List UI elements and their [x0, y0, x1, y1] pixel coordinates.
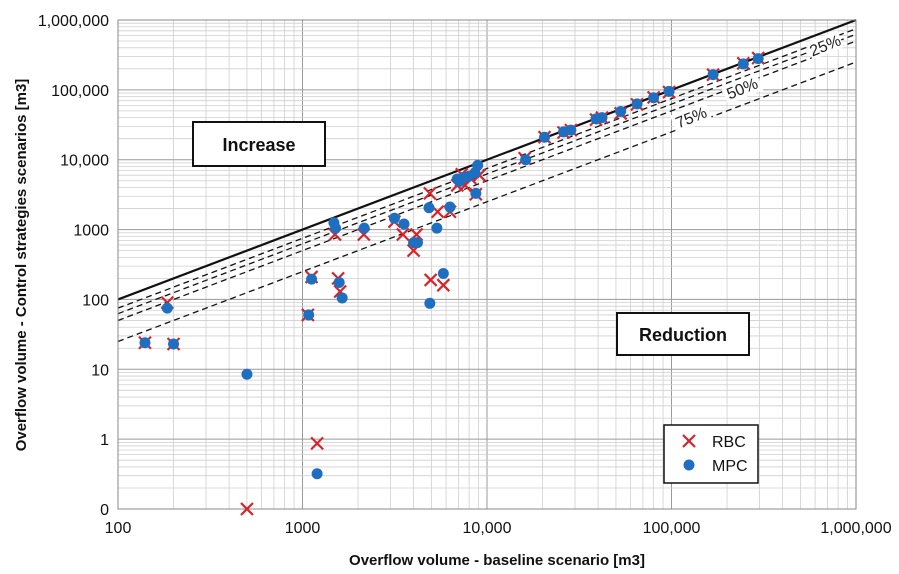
- x-tick-label: 10,000: [463, 520, 512, 537]
- y-tick-label: 10: [91, 362, 109, 379]
- point-mpc: [565, 124, 577, 136]
- y-tick-label: 1000: [73, 223, 109, 240]
- point-mpc: [707, 69, 719, 81]
- point-mpc: [330, 222, 342, 234]
- pct-25-bg: [805, 30, 845, 60]
- data-points: [138, 51, 765, 516]
- point-mpc: [306, 273, 318, 285]
- pct-50-label: 50%: [725, 76, 761, 104]
- plot-frame: [117, 19, 857, 510]
- reduction-label: Reduction: [639, 325, 727, 345]
- point-mpc: [168, 338, 180, 350]
- point-mpc: [161, 302, 173, 314]
- point-mpc: [333, 276, 345, 288]
- increase-box: [192, 121, 326, 167]
- increase-annotation: Increase: [192, 121, 326, 167]
- increase-label: Increase: [222, 135, 295, 155]
- legend-mpc-marker: [683, 459, 695, 471]
- point-rbc: [423, 273, 438, 287]
- reduction-ref-line: [117, 33, 857, 315]
- point-mpc: [424, 297, 436, 309]
- point-mpc: [470, 187, 482, 199]
- y-tick-label: 0: [100, 502, 109, 519]
- identity-line: [117, 18, 857, 301]
- pct-75-bg: [670, 101, 713, 134]
- y-axis-title: Overflow volume - Control strategies sce…: [13, 79, 30, 452]
- point-mpc: [596, 112, 608, 124]
- pct-50-bg: [721, 72, 764, 105]
- reduction-annotation: Reduction: [616, 312, 750, 356]
- point-rbc: [240, 502, 254, 516]
- point-mpc: [663, 85, 675, 97]
- x-tick-label: 1,000,000: [820, 520, 891, 537]
- legend-rbc-marker: [682, 434, 696, 448]
- point-mpc: [437, 268, 449, 280]
- x-tick-label: 100,000: [643, 520, 701, 537]
- point-mpc: [472, 159, 484, 171]
- point-mpc: [520, 154, 532, 166]
- legend-rbc-label: RBC: [712, 434, 746, 451]
- legend: RBC MPC: [663, 424, 759, 484]
- reduction-ref-line: [117, 61, 857, 343]
- point-rbc: [396, 227, 410, 242]
- point-mpc: [336, 292, 348, 304]
- point-mpc: [411, 237, 423, 249]
- y-tick-label: 1: [100, 432, 109, 449]
- point-mpc: [398, 218, 410, 230]
- point-mpc: [444, 201, 456, 213]
- point-rbc: [423, 186, 437, 201]
- series-mpc: [139, 53, 764, 480]
- point-mpc: [539, 131, 551, 143]
- reference-lines: [117, 18, 857, 343]
- point-mpc: [615, 105, 627, 117]
- pct-75: 75%: [670, 101, 713, 134]
- y-tick-label: 10,000: [60, 153, 109, 170]
- legend-mpc-label: MPC: [712, 458, 748, 475]
- pct-75-label: 75%: [674, 105, 710, 133]
- point-mpc: [631, 98, 643, 110]
- point-mpc: [737, 58, 749, 70]
- tick-labels: 100 1000 10,000 100,000 1,000,000 0 1 10 100 1000…: [38, 13, 892, 537]
- point-mpc: [423, 202, 435, 214]
- point-mpc: [303, 309, 315, 321]
- y-tick-label: 100: [82, 292, 109, 309]
- legend-box: [663, 424, 759, 484]
- point-rbc: [310, 436, 324, 451]
- point-mpc: [648, 92, 660, 104]
- reduction-ref-line: [117, 28, 857, 309]
- x-tick-label: 100: [105, 520, 132, 537]
- reduction-ref-line: [117, 40, 857, 322]
- reduction-box: [616, 312, 750, 356]
- point-mpc: [358, 222, 370, 234]
- point-rbc: [436, 278, 451, 292]
- x-tick-label: 1000: [285, 520, 321, 537]
- point-mpc: [431, 222, 443, 234]
- y-tick-label: 1,000,000: [38, 13, 109, 30]
- x-axis-title: Overflow volume - baseline scenario [m3]: [349, 552, 645, 569]
- y-tick-label: 100,000: [51, 83, 109, 100]
- point-mpc: [752, 53, 764, 65]
- point-mpc: [311, 468, 323, 480]
- point-mpc: [388, 212, 400, 224]
- point-mpc: [139, 337, 151, 349]
- point-mpc: [241, 368, 253, 380]
